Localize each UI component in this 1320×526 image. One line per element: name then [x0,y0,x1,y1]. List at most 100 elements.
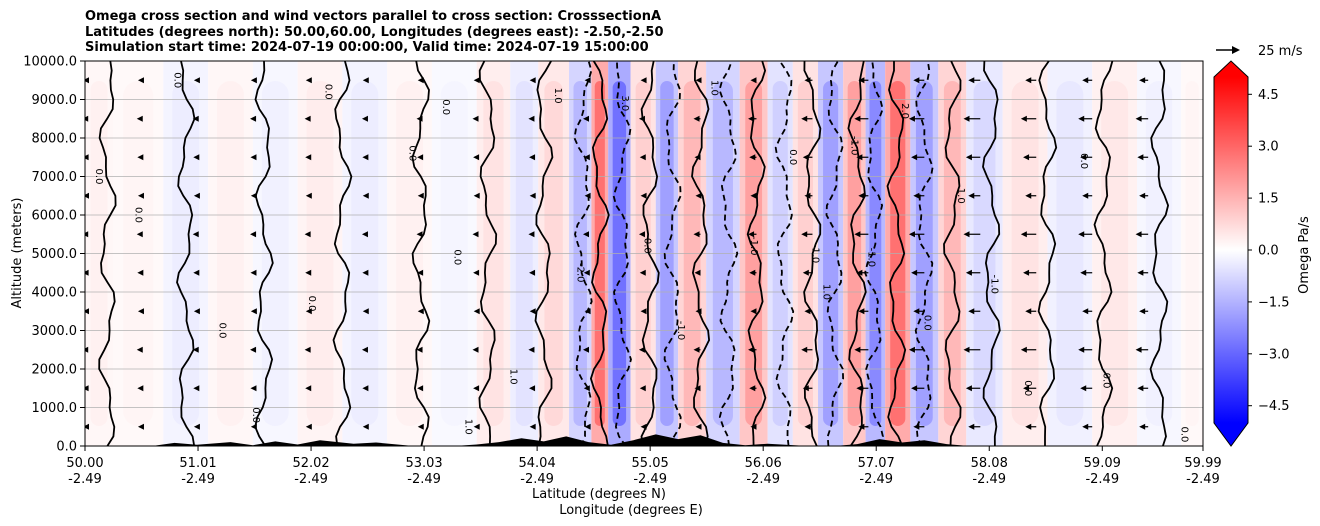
wind-vector-head [137,308,144,315]
wind-vector-head [305,385,312,392]
colorbar-tick-label: 3.0 [1258,140,1279,155]
wind-vector-head [1023,269,1030,276]
y-tick-label: 7000.0 [32,170,78,185]
wind-vector-head [749,269,756,276]
wind-vector-head [362,154,369,161]
x-tick-label-longitude: -2.49 [972,472,1006,487]
wind-vector-head [1139,77,1146,84]
x-tick-label-longitude: -2.49 [633,472,667,487]
x-tick-label-latitude: 51.01 [179,456,216,471]
wind-vector-head [529,77,536,84]
wind-vector-head [1135,346,1142,353]
contour-label: 0.0 [1100,373,1111,389]
wind-vector-head [473,269,480,276]
contour-line-positive [640,61,660,446]
plot-area: 0.0 0.0 0.0 0.0 0.0 0.0 0.0 0.0 0.0 1.0 0.0 1.0 1.0 -… [85,61,1203,446]
wind-vector-head [250,115,257,122]
wind-vector-head [417,385,424,392]
contour-label: 0.0 [132,207,143,223]
colorbar-tick-label: −3.0 [1258,347,1290,362]
x-tick-label-longitude: -2.49 [1085,472,1119,487]
wind-vector-head [416,231,423,238]
wind-vector-head [362,308,369,315]
wind-vector-head [1135,115,1142,122]
x-tick-label-longitude: -2.49 [520,472,554,487]
wind-vector-head [1020,346,1027,353]
wind-vector-head [804,192,811,199]
wind-vector-head [528,115,535,122]
contour-line-positive [803,61,822,446]
contour-line-negative [718,61,739,446]
wind-vector-head [639,385,646,392]
contour-line-positive [411,61,431,446]
wind-vector-head [416,115,423,122]
colorbar-ticks: 4.5 3.0 1.5 0.0 −1.5 −3.0 −4.5 [1248,88,1290,414]
wind-vector-head [362,192,369,199]
contour-label: 0.0 [93,169,104,185]
contour-label: -2.0 [574,263,585,283]
wind-vector-head [1078,346,1085,353]
wind-vector-head [1025,77,1032,84]
wind-vector-head [858,192,865,199]
wind-vector-head [361,231,368,238]
wind-vector-head [1082,77,1089,84]
wind-vector-head [137,423,144,430]
contour-label: -1.0 [675,321,686,341]
wind-vector-head [965,154,972,161]
wind-vector-head [749,154,756,161]
contour-line-negative [573,61,593,446]
wind-vector-head [583,115,590,122]
contour-line-positive [1037,61,1058,446]
y-tick-label: 6000.0 [32,209,78,224]
contour-label: -1.0 [849,136,860,156]
wind-vector-head [416,346,423,353]
wind-vector-head [192,115,199,122]
wind-vector-head [854,115,861,122]
wind-vector-head [472,115,479,122]
wind-vector-head [965,269,972,276]
x-tick-label-latitude: 50.00 [66,456,103,471]
wind-vector-head [137,77,144,84]
contour-label: 2.0 [899,103,910,119]
contour-line-negative [914,61,934,446]
wind-vector-head [529,385,536,392]
wind-vector-head [584,192,591,199]
contour-label: 1.0 [955,188,966,204]
wind-vector-head [640,423,647,430]
wind-vector-head [804,308,811,315]
colorbar-tick-label: 0.0 [1258,244,1279,259]
contour-label: 1.0 [709,80,720,96]
wind-vector-head [965,385,972,392]
wind-vector-head [640,77,647,84]
wind-vector-head [362,269,369,276]
wind-vector-head [1025,192,1032,199]
wind-vector-head [192,346,199,353]
wind-vector-head [694,154,701,161]
wind-vector-head [911,269,918,276]
wind-vector-head [305,423,312,430]
contour-label: 3.0 [619,95,630,111]
wind-vector-head [638,231,645,238]
wind-vector-head [963,231,970,238]
wind-vector-head [856,385,863,392]
quiver-key: 25 m/s [1216,44,1303,59]
x-tick-label-longitude: -2.49 [1186,472,1220,487]
wind-vector-head [85,77,89,84]
contour-label: 0.0 [921,315,932,331]
wind-vector-head [417,154,424,161]
wind-vector-head [250,346,257,353]
wind-vector-head [1135,231,1142,238]
wind-vector-head [529,154,536,161]
wind-vector-head [305,154,312,161]
wind-vector-head [193,77,200,84]
wind-vector-head [85,385,89,392]
wind-vector-head [804,77,811,84]
wind-vector-head [417,269,424,276]
wind-vector-head [1139,308,1146,315]
wind-vector-head [472,346,479,353]
wind-vector-head [583,346,590,353]
wind-vector-head [305,269,312,276]
x-tick-label-latitude: 58.08 [971,456,1008,471]
wind-vector-head [1139,192,1146,199]
